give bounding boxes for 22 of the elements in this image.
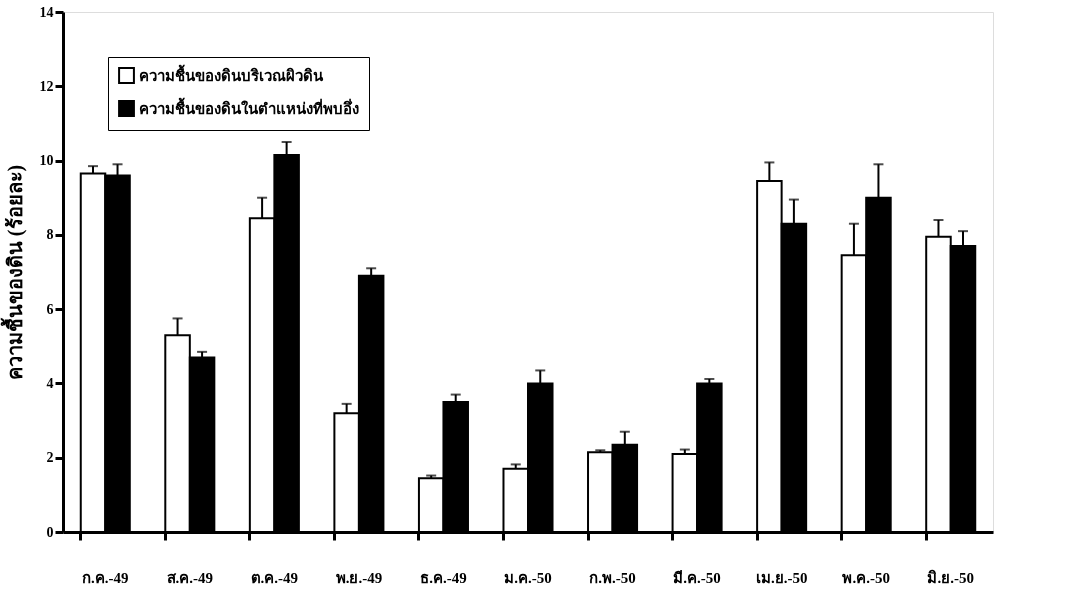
legend-label: ความชื้นของดินในตำแหน่งที่พบอึ่ง [139,96,359,117]
x-tick-label: พ.ย.-49 [335,569,383,586]
x-tick-label: พ.ค.-50 [842,569,890,586]
y-tick-label: 12 [39,78,54,94]
x-tick-label: มี.ค.-50 [673,569,721,586]
x-tick-label: ต.ค.-49 [250,569,299,586]
y-tick-label: 10 [39,153,54,169]
y-tick-label: 0 [46,524,54,540]
x-tick-label: มิ.ย.-50 [927,568,974,586]
y-axis-title: ความชื้นของดิน (ร้อยละ) [0,164,27,381]
y-tick-label: 14 [39,4,54,20]
y-tick-label: 6 [46,301,54,317]
x-tick-label: ก.พ.-50 [589,569,636,586]
y-tick-label: 4 [46,375,54,391]
y-tick-label: 2 [46,450,54,466]
x-tick-label: เม.ย.-50 [755,569,808,586]
x-tick-label: ธ.ค.-49 [420,569,467,586]
x-tick-label: ม.ค.-50 [504,569,552,586]
x-tick-label: ก.ค.-49 [82,569,129,586]
y-tick-label: 8 [46,227,54,243]
x-tick-label: ส.ค.-49 [166,569,214,586]
legend-label: ความชื้นของดินบริเวณผิวดิน [139,63,324,84]
